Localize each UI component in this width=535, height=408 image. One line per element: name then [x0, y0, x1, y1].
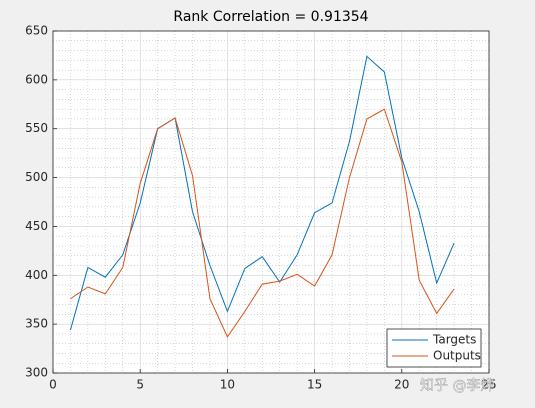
y-tick-label: 300: [25, 366, 48, 380]
y-tick-label: 350: [25, 317, 48, 331]
x-tick-label: 20: [394, 378, 409, 392]
plot-area: [53, 31, 489, 373]
y-tick-label: 400: [25, 268, 48, 282]
y-tick-label: 650: [25, 24, 48, 38]
series-line: [69, 55, 455, 331]
x-tick-label: 25: [481, 378, 496, 392]
y-tick-label: 450: [25, 219, 48, 233]
y-tick-label: 600: [25, 72, 48, 86]
legend: Targets Outputs: [386, 328, 482, 368]
lines: [69, 55, 455, 338]
legend-label: Outputs: [433, 349, 481, 363]
x-tick-label: 15: [307, 378, 322, 392]
legend-box: [386, 328, 482, 368]
x-tick-label: 0: [49, 378, 57, 392]
watermark: 知乎 @李烨: [420, 377, 494, 394]
y-tick-label: 550: [25, 121, 48, 135]
x-tick-label: 10: [220, 378, 235, 392]
ticks: 0 5 10 15 20 25 300 350 400 450 500 550 600 650: [25, 24, 497, 392]
series-line: [70, 108, 455, 338]
legend-label: Targets: [432, 333, 476, 347]
y-tick-label: 500: [25, 170, 48, 184]
chart-title: Rank Correlation = 0.91354: [173, 9, 368, 25]
axes-box: [52, 30, 490, 374]
x-tick-label: 5: [136, 378, 144, 392]
